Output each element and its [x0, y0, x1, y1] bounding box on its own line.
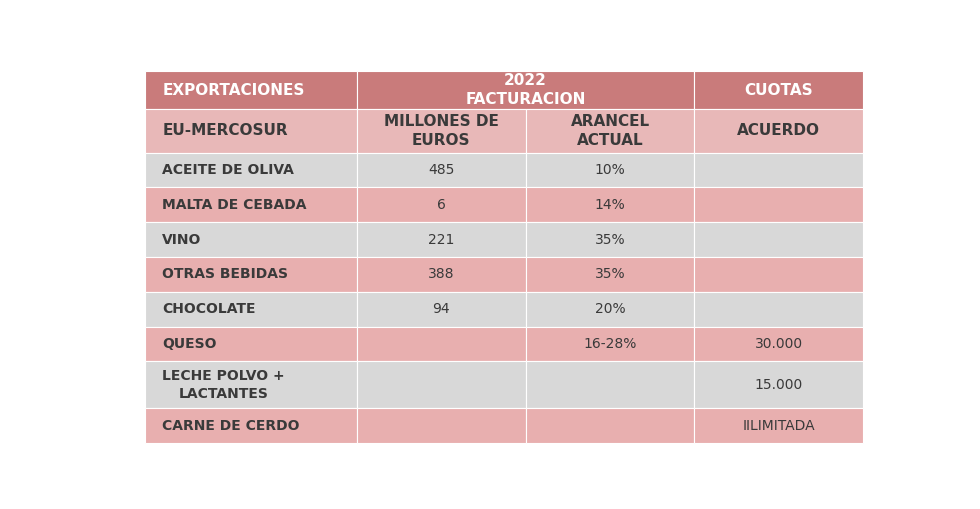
Text: ARANCEL
ACTUAL: ARANCEL ACTUAL	[570, 114, 650, 148]
Bar	[145, 408, 357, 443]
Text: 94: 94	[432, 302, 450, 316]
Bar	[145, 222, 357, 257]
Bar	[145, 109, 357, 153]
Text: OTRAS BEBIDAS: OTRAS BEBIDAS	[163, 267, 288, 281]
Bar	[145, 71, 357, 109]
Text: 14%: 14%	[595, 198, 625, 212]
Bar	[357, 109, 525, 153]
Bar	[145, 327, 357, 361]
Bar	[695, 408, 863, 443]
Text: 16-28%: 16-28%	[583, 337, 637, 351]
Text: 6: 6	[437, 198, 446, 212]
Text: 388: 388	[428, 267, 455, 281]
Text: QUESO: QUESO	[163, 337, 217, 351]
Bar	[695, 257, 863, 292]
Bar	[145, 257, 357, 292]
Text: CUOTAS: CUOTAS	[745, 82, 813, 98]
Text: ACUERDO: ACUERDO	[737, 123, 820, 138]
Text: 15.000: 15.000	[755, 378, 803, 392]
Text: CHOCOLATE: CHOCOLATE	[163, 302, 256, 316]
Bar	[695, 292, 863, 327]
Text: 10%: 10%	[595, 163, 625, 177]
Bar	[145, 292, 357, 327]
Text: 485: 485	[428, 163, 455, 177]
Bar	[145, 187, 357, 222]
Bar	[525, 408, 695, 443]
Bar	[525, 109, 695, 153]
Text: IILIMITADA: IILIMITADA	[743, 419, 815, 433]
Bar	[525, 153, 695, 187]
Bar	[695, 153, 863, 187]
Text: EU-MERCOSUR: EU-MERCOSUR	[163, 123, 288, 138]
Bar	[145, 153, 357, 187]
Bar	[357, 222, 525, 257]
Bar	[695, 222, 863, 257]
Bar	[695, 71, 863, 109]
Bar	[145, 361, 357, 408]
Bar	[525, 361, 695, 408]
Bar	[525, 257, 695, 292]
Text: 221: 221	[428, 233, 455, 247]
Text: 35%: 35%	[595, 267, 625, 281]
Text: EXPORTACIONES: EXPORTACIONES	[163, 82, 305, 98]
Bar	[357, 71, 695, 109]
Bar	[357, 153, 525, 187]
Bar	[525, 187, 695, 222]
Bar	[525, 292, 695, 327]
Text: VINO: VINO	[163, 233, 202, 247]
Text: ACEITE DE OLIVA: ACEITE DE OLIVA	[163, 163, 294, 177]
Bar	[695, 327, 863, 361]
Bar	[357, 292, 525, 327]
Bar	[357, 187, 525, 222]
Bar	[695, 187, 863, 222]
Text: 35%: 35%	[595, 233, 625, 247]
Text: LECHE POLVO +
LACTANTES: LECHE POLVO + LACTANTES	[163, 369, 285, 401]
Text: 2022
FACTURACION: 2022 FACTURACION	[466, 73, 586, 107]
Bar	[357, 408, 525, 443]
Text: 30.000: 30.000	[755, 337, 803, 351]
Text: 20%: 20%	[595, 302, 625, 316]
Bar	[695, 109, 863, 153]
Text: MALTA DE CEBADA: MALTA DE CEBADA	[163, 198, 307, 212]
Text: CARNE DE CERDO: CARNE DE CERDO	[163, 419, 300, 433]
Bar	[695, 361, 863, 408]
Text: MILLONES DE
EUROS: MILLONES DE EUROS	[384, 114, 499, 148]
Bar	[525, 222, 695, 257]
Bar	[357, 361, 525, 408]
Bar	[357, 327, 525, 361]
Bar	[357, 257, 525, 292]
Bar	[525, 327, 695, 361]
